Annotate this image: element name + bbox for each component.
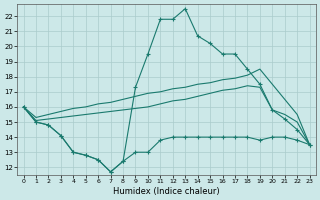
X-axis label: Humidex (Indice chaleur): Humidex (Indice chaleur) bbox=[113, 187, 220, 196]
